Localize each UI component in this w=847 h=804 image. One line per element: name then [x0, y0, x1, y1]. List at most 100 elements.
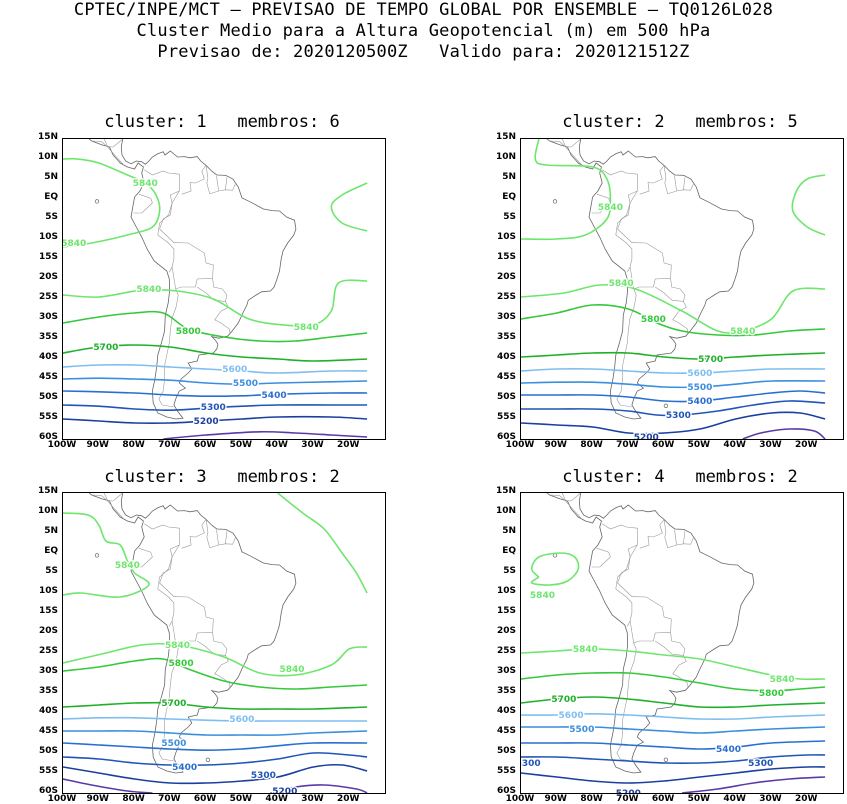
lon-tick-label: 70W	[616, 440, 639, 450]
contour-label: 5840	[770, 675, 795, 685]
contour-label: 5200	[616, 789, 641, 793]
panel-1-title: cluster: 1 membros: 6	[104, 112, 340, 132]
lon-tick-label: 80W	[580, 794, 603, 804]
lon-tick-label: 20W	[794, 440, 818, 450]
lat-tick-label: 10N	[37, 506, 58, 516]
island	[94, 553, 100, 558]
country-border	[672, 655, 689, 688]
contour-label: 5800	[169, 659, 194, 669]
country-border	[216, 175, 219, 192]
lat-tick-label: 50S	[496, 392, 516, 402]
lon-tick-label: 30W	[301, 440, 324, 450]
coastline	[88, 493, 297, 774]
country-border	[133, 193, 153, 214]
contour-label: 5600	[687, 369, 712, 379]
contour-line	[521, 304, 826, 337]
contour-label: 5200	[194, 417, 219, 427]
lon-tick-label: 80W	[122, 794, 145, 804]
lat-tick-label: 30S	[496, 312, 516, 322]
country-border	[616, 288, 637, 408]
country-border	[561, 139, 581, 148]
contour-label: 5840	[136, 285, 161, 295]
lon-tick-label: 70W	[158, 440, 181, 450]
lat-tick-label: EQ	[502, 192, 516, 202]
contour-line	[521, 379, 826, 389]
lat-tick-label: 10S	[38, 232, 58, 242]
panel-4-title: cluster: 4 membros: 2	[562, 467, 798, 487]
lon-tick-label: 90W	[544, 794, 567, 804]
lat-tick-label: 5N	[44, 172, 58, 182]
country-border	[655, 278, 686, 302]
island	[663, 403, 669, 408]
country-border	[158, 642, 179, 762]
contour-line	[63, 716, 368, 722]
country-border	[639, 165, 665, 195]
contour-label: 5700	[93, 343, 118, 353]
lon-tick-label: 100W	[505, 794, 535, 804]
contour-label: 5840	[133, 179, 158, 189]
contour-line	[63, 730, 368, 736]
contour-line	[63, 642, 368, 677]
lon-tick-label: 100W	[47, 794, 77, 804]
country-border	[157, 568, 175, 627]
contour-line	[530, 552, 580, 586]
contour-line	[521, 766, 826, 784]
lat-tick-label: 10S	[496, 232, 516, 242]
lat-tick-label: 25S	[496, 292, 516, 302]
contour-line	[521, 754, 826, 765]
contour-line	[521, 712, 826, 721]
header-line-2: Cluster Medio para a Altura Geopotencial…	[136, 21, 711, 41]
contour-line	[521, 139, 612, 241]
country-border	[674, 175, 677, 192]
contour-line	[330, 182, 368, 232]
lon-tick-label: 100W	[47, 440, 77, 450]
contour-line	[277, 493, 368, 594]
contour-line	[521, 671, 826, 692]
country-border	[171, 596, 214, 644]
contour-label: 5400	[687, 397, 712, 407]
lat-tick-label: 5S	[503, 566, 516, 576]
contour-line	[521, 367, 826, 375]
lat-tick-label: 5N	[502, 526, 516, 536]
lon-tick-label: 70W	[616, 794, 639, 804]
lat-tick-label: 5N	[44, 526, 58, 536]
lat-tick-label: 35S	[38, 332, 58, 342]
country-border	[181, 165, 207, 195]
country-border	[158, 288, 179, 408]
map-panel-3: 5840 5840 5840 5800 5700 5600 5500 5400 5300 5200	[62, 492, 386, 794]
lat-tick-label: 30S	[38, 312, 58, 322]
lat-tick-label: 15N	[495, 486, 516, 496]
contour-line	[63, 390, 368, 398]
country-border	[615, 214, 633, 273]
lon-tick-label: 40W	[723, 440, 746, 450]
contour-label: 5300	[521, 759, 541, 769]
contour-line	[521, 648, 826, 681]
lon-tick-label: 60W	[651, 794, 675, 804]
lon-tick-label: 40W	[265, 440, 288, 450]
lat-tick-label: 20S	[496, 272, 516, 282]
country-border	[159, 190, 180, 243]
contour-line	[681, 776, 826, 793]
contour-label: 5700	[551, 695, 576, 705]
lat-tick-label: 55S	[38, 766, 58, 776]
lat-tick-label: 5S	[503, 212, 516, 222]
contour-line	[63, 279, 368, 328]
country-border	[683, 531, 686, 544]
lat-tick-label: 5S	[45, 212, 58, 222]
contour-label: 5800	[176, 327, 201, 337]
lon-tick-label: 60W	[651, 440, 675, 450]
contour-label: 5840	[115, 561, 140, 571]
country-border	[655, 632, 686, 656]
country-border	[629, 242, 672, 290]
contour-line	[742, 428, 826, 439]
contour-label: 5840	[530, 591, 555, 601]
map-svg: 5840 5840 5840 5800 5700 5600 5500 5400 5300 5200	[521, 139, 826, 439]
lat-tick-label: 20S	[496, 626, 516, 636]
contour-line	[521, 351, 826, 360]
header-line-1: CPTEC/INPE/MCT – PREVISAO DE TEMPO GLOBA…	[73, 0, 774, 20]
lat-tick-label: 55S	[496, 766, 516, 776]
country-border	[672, 301, 689, 334]
contour-line	[63, 701, 368, 710]
contour-label: 5500	[687, 383, 712, 393]
contour-label: 5840	[294, 323, 319, 333]
